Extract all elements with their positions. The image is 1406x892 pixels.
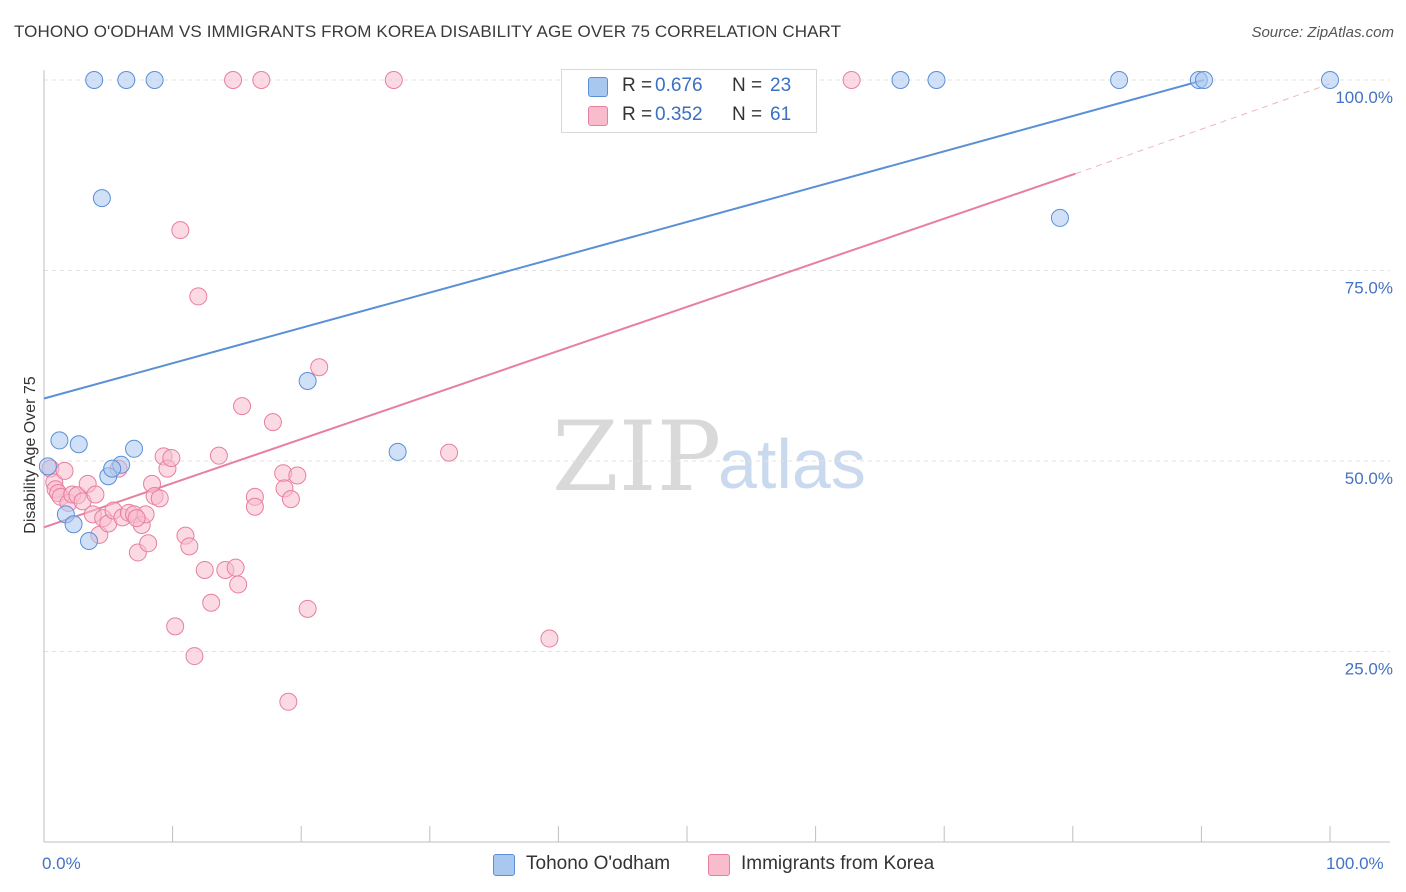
n-label: N = (732, 75, 763, 96)
trend-lines (43, 79, 1331, 529)
y-tick-label-100: 100.0% (1335, 88, 1393, 107)
point-tohono-0 (38, 457, 57, 476)
point-tohono-10 (92, 189, 111, 208)
trend-line-extension-1 (1075, 83, 1331, 175)
x-tick-label-max: 100.0% (1326, 854, 1384, 873)
legend-label-korea: Immigrants from Korea (741, 853, 935, 874)
point-tohono-3 (64, 515, 83, 534)
point-tohono-8 (103, 459, 122, 478)
chart-title: TOHONO O'ODHAM VS IMMIGRANTS FROM KOREA … (14, 22, 842, 41)
point-korea-31 (166, 617, 185, 636)
point-korea-60 (127, 509, 146, 528)
point-korea-37 (195, 560, 214, 579)
point-tohono-1 (50, 431, 69, 450)
point-korea-55 (252, 71, 271, 89)
point-korea-34 (180, 537, 199, 556)
point-tohono-11 (85, 71, 104, 89)
legend-row-tohono: R = 0.676 N = 23 (562, 72, 816, 102)
legend-swatch-korea (708, 854, 730, 876)
r-label: R = (622, 104, 653, 125)
gridlines (44, 79, 1390, 652)
point-korea-43 (233, 397, 252, 416)
legend-row-korea: R = 0.352 N = 61 (562, 101, 816, 131)
x-tick-label-min: 0.0% (42, 854, 81, 873)
point-korea-24 (139, 534, 158, 553)
y-tick-label-25: 25.0% (1345, 660, 1393, 679)
trend-line-0 (43, 79, 1205, 400)
point-tohono-5 (80, 532, 99, 551)
point-tohono-14 (298, 371, 317, 390)
n-value: 61 (770, 104, 792, 125)
point-korea-38 (202, 593, 221, 612)
point-korea-5 (55, 461, 74, 480)
point-korea-50 (281, 490, 300, 509)
point-korea-35 (185, 647, 204, 666)
series-legend: Tohono O'odham Immigrants from Korea (0, 852, 1406, 878)
point-korea-52 (298, 599, 317, 618)
point-korea-58 (540, 629, 559, 648)
point-tohono-21 (1194, 71, 1213, 89)
point-korea-36 (189, 287, 208, 306)
x-ticks (172, 826, 1331, 842)
point-korea-49 (279, 692, 298, 711)
legend-swatch-tohono (588, 77, 608, 97)
axes (43, 70, 1390, 843)
n-label: N = (732, 104, 763, 125)
y-tick-labels: 25.0% 50.0% 75.0% 100.0% (1335, 88, 1393, 679)
point-korea-57 (440, 443, 459, 462)
r-value: 0.676 (655, 75, 703, 96)
point-tohono-22 (1321, 71, 1339, 89)
y-axis-title: Disability Age Over 75 (22, 376, 39, 534)
point-korea-53 (310, 358, 329, 377)
point-tohono-18 (1050, 208, 1069, 227)
watermark: ZIP atlas (552, 401, 866, 513)
point-tohono-17 (927, 71, 946, 89)
data-points (38, 71, 1339, 711)
point-korea-59 (842, 71, 861, 89)
point-tohono-15 (388, 442, 407, 461)
point-korea-27 (150, 489, 169, 508)
point-korea-41 (226, 558, 245, 577)
point-korea-30 (162, 448, 181, 467)
point-tohono-12 (117, 71, 136, 89)
correlation-legend: R = 0.676 N = 23 R = 0.352 N = 61 (561, 69, 817, 133)
point-tohono-4 (69, 435, 88, 454)
point-korea-46 (263, 413, 282, 432)
r-value: 0.352 (655, 104, 703, 125)
point-tohono-19 (1110, 71, 1129, 89)
y-tick-label-75: 75.0% (1345, 279, 1393, 298)
legend-swatch-korea (588, 106, 608, 126)
trend-line-1 (43, 172, 1076, 529)
point-korea-45 (245, 497, 264, 516)
n-value: 23 (770, 75, 792, 96)
point-korea-51 (288, 466, 307, 485)
point-korea-32 (171, 221, 190, 240)
legend-label-tohono: Tohono O'odham (526, 853, 671, 874)
watermark-atlas: atlas (718, 425, 866, 503)
point-korea-56 (384, 71, 403, 89)
point-korea-54 (224, 71, 243, 89)
point-tohono-13 (145, 71, 164, 89)
point-tohono-16 (891, 71, 910, 89)
y-tick-label-50: 50.0% (1345, 469, 1393, 488)
point-korea-39 (209, 446, 228, 465)
point-tohono-9 (125, 439, 144, 458)
r-label: R = (622, 75, 653, 96)
watermark-zip: ZIP (552, 401, 721, 513)
point-korea-12 (86, 485, 105, 504)
source-credit: Source: ZipAtlas.com (1251, 24, 1394, 41)
point-korea-42 (229, 575, 248, 594)
legend-swatch-tohono (493, 854, 515, 876)
